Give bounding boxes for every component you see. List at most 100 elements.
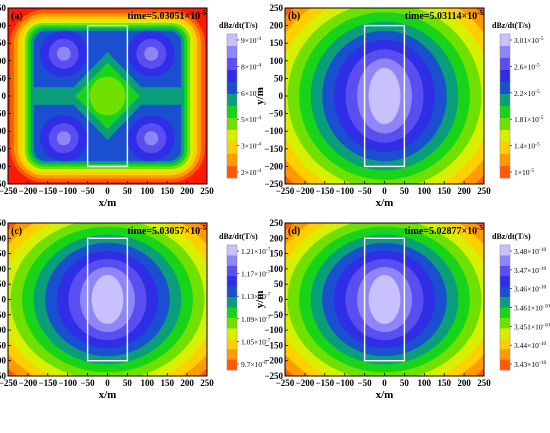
contour-lobe <box>56 131 71 146</box>
colorbar-title: dBz/dt(T/s) <box>492 232 531 241</box>
y-tick-label: 50 <box>274 279 284 289</box>
time-mantissa: 5.02877×10 <box>429 226 477 237</box>
time-mantissa: 5.03051×10 <box>152 11 200 22</box>
colorbar-mantissa: 3.47×10 <box>514 266 539 275</box>
colorbar-mantissa: 3.46×10 <box>514 285 539 294</box>
colorbar-exponent: -7 <box>266 315 271 321</box>
y-tick-label: 50 <box>0 73 7 83</box>
y-tick-label: 100 <box>0 264 7 274</box>
colorbar-tick-label: 1×10-5 <box>514 168 534 177</box>
y-tick-label: 200 <box>270 233 284 243</box>
y-tick-label: 150 <box>0 249 7 259</box>
colorbar-segment <box>227 349 237 360</box>
colorbar-mantissa: 3×10 <box>241 142 257 151</box>
colorbar-mantissa: 1.13×10 <box>241 292 266 301</box>
x-tick-label: 200 <box>457 186 471 196</box>
colorbar: dBz/dt(T/s)1.21×10-71.17×10-71.13×10-71.… <box>219 232 271 371</box>
y-tick-label: 200 <box>0 233 7 243</box>
panel-a: −250−200−150−100−50050100150200250250200… <box>0 3 261 209</box>
colorbar-segment <box>227 245 237 256</box>
colorbar-segment <box>500 118 510 131</box>
y-tick-label: −150 <box>0 144 6 154</box>
contour-lobe <box>144 131 159 146</box>
colorbar-title: dBz/dt(T/s) <box>492 21 531 30</box>
x-tick-label: 150 <box>160 378 174 388</box>
time-prefix: time= <box>127 226 152 237</box>
loop-rectangle <box>86 24 129 168</box>
colorbar-exponent: -10 <box>539 341 547 347</box>
colorbar-tick-label: 3×10-4 <box>241 142 261 151</box>
y-tick-label: 0 <box>2 295 7 305</box>
time-prefix: time= <box>405 11 430 22</box>
panel-time-title: time=5.03114×10-5 <box>405 9 484 22</box>
x-tick-label: −100 <box>335 378 354 388</box>
colorbar-segment <box>500 142 510 155</box>
y-tick-label: −50 <box>0 310 6 320</box>
y-tick-label: −150 <box>0 340 6 350</box>
colorbar-mantissa: 3.461×10 <box>514 304 543 313</box>
panel-label: (d) <box>288 226 300 237</box>
contour-field <box>285 8 484 184</box>
time-prefix: time= <box>127 11 152 22</box>
colorbar-segment <box>227 317 237 329</box>
x-tick-label: −200 <box>296 186 315 196</box>
colorbar-exponent: -4 <box>256 89 261 95</box>
colorbar-segment <box>500 154 510 167</box>
colorbar-tick-label: 1.17×10-7 <box>241 270 271 279</box>
colorbar-tick-label: 3.451×10-10 <box>514 322 550 331</box>
colorbar: dBz/dt(T/s)3.01×10-52.6×10-52.2×10-51.81… <box>492 21 544 179</box>
x-tick-label: −150 <box>315 378 334 388</box>
y-tick-label: −250 <box>0 179 6 189</box>
colorbar-exponent: -5 <box>535 62 540 68</box>
x-tick-label: −250 <box>0 186 18 196</box>
colorbar-exponent: -5 <box>535 142 540 148</box>
colorbar-exponent: -10 <box>543 322 550 328</box>
y-tick-label: 0 <box>279 295 284 305</box>
colorbar-segment <box>227 307 237 319</box>
colorbar-tick-label: 3.48×10-10 <box>514 247 546 256</box>
colorbar-segment <box>227 34 237 47</box>
colorbar-segment <box>227 286 237 298</box>
y-tick-label: −100 <box>0 126 6 136</box>
contour-band <box>89 76 126 116</box>
x-tick-label: 0 <box>105 378 110 388</box>
colorbar-segment <box>500 70 510 83</box>
colorbar-mantissa: 1.81×10 <box>514 115 539 124</box>
colorbar-tick-label: 8×10-4 <box>241 62 261 71</box>
colorbar-segment <box>227 276 237 287</box>
colorbar-mantissa: 1.17×10 <box>241 270 266 279</box>
colorbar-exponent: -7 <box>266 270 271 276</box>
x-tick-label: 50 <box>400 186 410 196</box>
colorbar-exponent: -5 <box>539 36 544 42</box>
x-tick-label: −50 <box>81 186 96 196</box>
colorbar-segment <box>500 328 510 340</box>
colorbar-segment <box>227 255 237 267</box>
colorbar: dBz/dt(T/s)9×10-48×10-46×10-45×10-43×10-… <box>219 21 261 179</box>
x-axis-label: x/m <box>376 389 394 401</box>
colorbar-tick-label: 1.09×10-7 <box>241 315 271 324</box>
loop-rectangle <box>363 237 406 362</box>
colorbar-segment <box>227 328 237 340</box>
colorbar-mantissa: 1.4×10 <box>514 142 535 151</box>
x-tick-label: 0 <box>382 186 387 196</box>
x-tick-label: 50 <box>123 186 133 196</box>
y-tick-label: −50 <box>269 310 284 320</box>
colorbar-title: dBz/dt(T/s) <box>219 232 258 241</box>
x-axis-label: x/m <box>376 197 394 209</box>
loop-rectangle <box>363 24 406 168</box>
y-tick-label: −100 <box>0 325 6 335</box>
colorbar-segment <box>227 265 237 277</box>
x-tick-label: −250 <box>276 378 295 388</box>
colorbar-mantissa: 2×10 <box>241 168 257 177</box>
y-tick-label: −200 <box>0 161 6 171</box>
colorbar-tick-label: 1.13×10-7 <box>241 292 271 301</box>
x-tick-label: 0 <box>382 378 387 388</box>
x-tick-label: 250 <box>200 186 214 196</box>
y-axis-label: y/m <box>254 87 266 105</box>
time-exponent: -5 <box>477 224 483 232</box>
colorbar-mantissa: 1.21×10 <box>241 247 266 256</box>
y-tick-label: 50 <box>274 73 284 83</box>
panel-label: (c) <box>11 226 22 237</box>
colorbar-segment <box>500 94 510 107</box>
colorbar-exponent: -10 <box>539 285 547 291</box>
